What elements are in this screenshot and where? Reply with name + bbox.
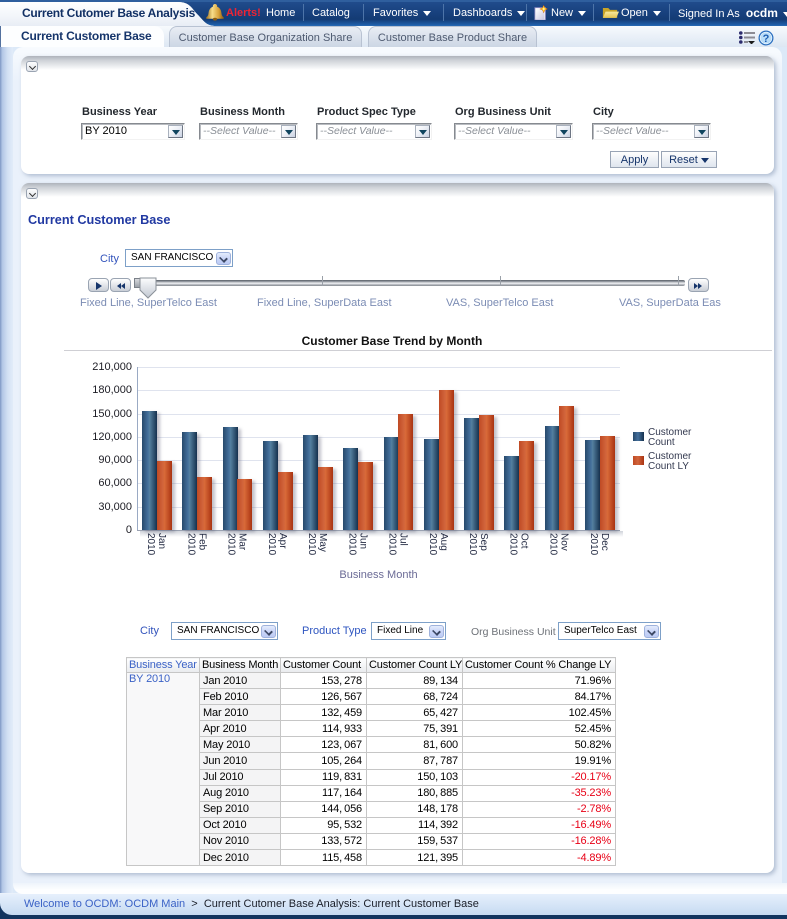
svg-text:?: ? bbox=[763, 33, 770, 45]
